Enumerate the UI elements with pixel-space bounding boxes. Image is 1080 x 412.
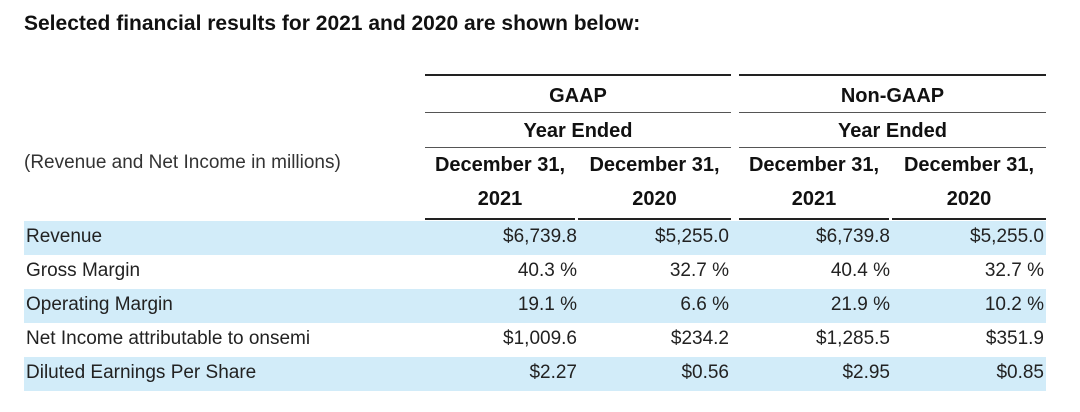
cell-nongaap-2021: $2.95 [842, 362, 890, 383]
nongaap-mid-rule [739, 112, 1046, 113]
col-year-4: 2020 [946, 188, 992, 210]
col-year-1: 2021 [477, 188, 523, 210]
cell-nongaap-2021: 21.9 % [830, 294, 890, 315]
gaap-sub-rule [425, 147, 731, 148]
header-bottom-rule-3 [739, 218, 889, 220]
header-bottom-rule-2 [578, 218, 731, 220]
cell-gaap-2021: $1,009.6 [503, 328, 577, 349]
page-title: Selected financial results for 2021 and … [24, 12, 641, 35]
cell-nongaap-2021: $6,739.8 [816, 226, 890, 247]
row-label: Gross Margin [26, 260, 141, 281]
header-bottom-rule-4 [892, 218, 1046, 220]
header-bottom-rule-1 [425, 218, 575, 220]
cell-gaap-2021: $6,739.8 [503, 226, 577, 247]
col-header-4: December 31, [903, 154, 1035, 176]
col-header-1: December 31, [434, 154, 566, 176]
col-header-2: December 31, [589, 154, 720, 176]
nongaap-sub-rule [739, 147, 1046, 148]
table-row-diluted-eps: Diluted Earnings Per Share $2.27 $0.56 $… [24, 357, 1046, 391]
cell-gaap-2021: $2.27 [529, 362, 577, 383]
cell-gaap-2020: $5,255.0 [655, 226, 729, 247]
row-label: Diluted Earnings Per Share [26, 362, 257, 383]
table-row-revenue: Revenue $6,739.8 $5,255.0 $6,739.8 $5,25… [24, 221, 1046, 255]
gaap-mid-rule [425, 112, 731, 113]
row-label: Revenue [26, 226, 103, 247]
cell-gaap-2020: 6.6 % [680, 294, 729, 315]
cell-gaap-2020: 32.7 % [669, 260, 729, 281]
cell-nongaap-2020: 32.7 % [984, 260, 1044, 281]
cell-nongaap-2020: $0.85 [996, 362, 1044, 383]
cell-gaap-2020: $0.56 [681, 362, 729, 383]
row-label: Operating Margin [26, 294, 173, 315]
cell-nongaap-2021: 40.4 % [830, 260, 890, 281]
col-year-2: 2020 [632, 188, 677, 210]
gaap-header: GAAP [549, 85, 607, 107]
nongaap-year-ended: Year Ended [838, 120, 947, 142]
nongaap-top-rule [739, 74, 1046, 76]
cell-nongaap-2020: 10.2 % [984, 294, 1044, 315]
cell-gaap-2021: 40.3 % [517, 260, 577, 281]
cell-nongaap-2020: $5,255.0 [970, 226, 1044, 247]
table-row-net-income: Net Income attributable to onsemi $1,009… [24, 323, 1046, 357]
table-row-gross-margin: Gross Margin 40.3 % 32.7 % 40.4 % 32.7 % [24, 255, 1046, 289]
row-label: Net Income attributable to onsemi [26, 328, 311, 349]
cell-gaap-2021: 19.1 % [517, 294, 577, 315]
col-header-3: December 31, [748, 154, 880, 176]
cell-gaap-2020: $234.2 [670, 328, 729, 349]
table-row-operating-margin: Operating Margin 19.1 % 6.6 % 21.9 % 10.… [24, 289, 1046, 323]
gaap-top-rule [425, 74, 731, 76]
col-year-3: 2021 [791, 188, 837, 210]
cell-nongaap-2021: $1,285.5 [816, 328, 890, 349]
units-caption: (Revenue and Net Income in millions) [24, 152, 341, 173]
cell-nongaap-2020: $351.9 [985, 328, 1044, 349]
nongaap-header: Non-GAAP [840, 85, 945, 107]
gaap-year-ended: Year Ended [523, 120, 633, 142]
